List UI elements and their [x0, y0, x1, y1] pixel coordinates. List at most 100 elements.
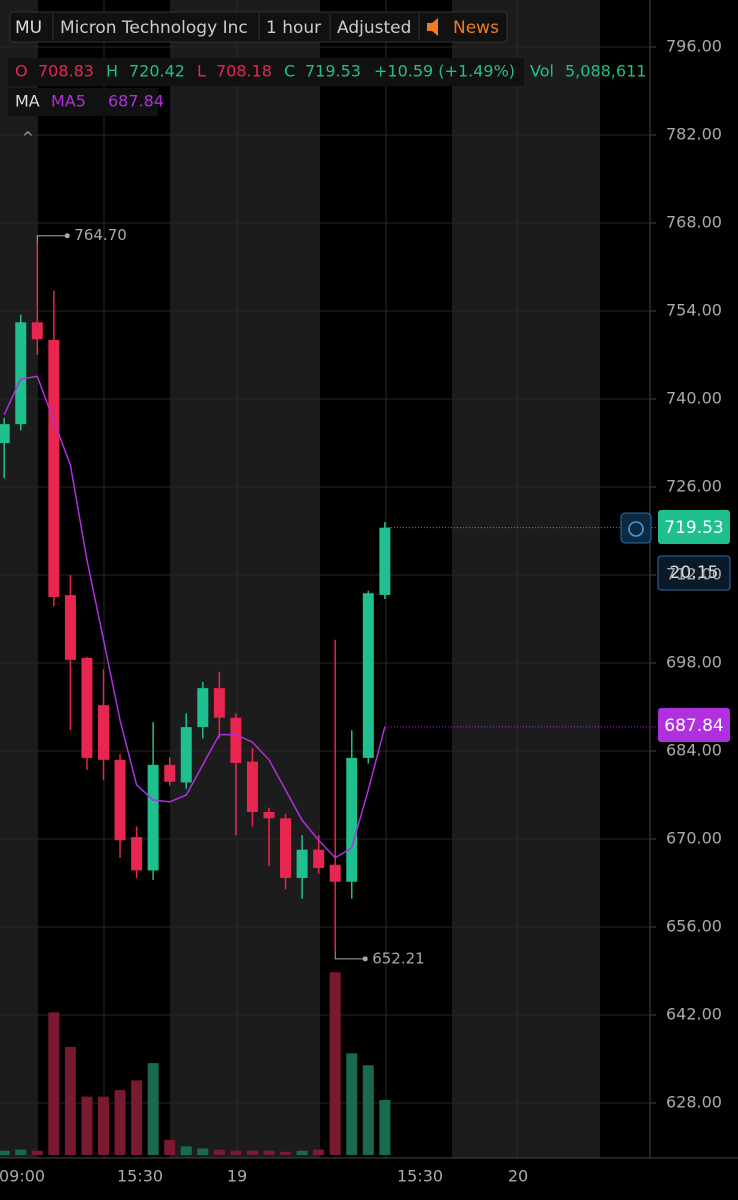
annotation-dot — [362, 956, 368, 962]
o-label: O — [15, 62, 28, 81]
session-band — [0, 0, 38, 1158]
y-tick-label: 670.00 — [666, 828, 722, 847]
price-tag-label: 719.53 — [664, 518, 723, 538]
volume-bar — [98, 1096, 109, 1155]
price-tag — [658, 510, 730, 544]
volume-bar — [31, 1150, 43, 1155]
y-tick-label: 782.00 — [666, 124, 722, 143]
candle-body — [48, 339, 60, 597]
x-tick-label: 19 — [227, 1167, 247, 1186]
volume-bar — [379, 1100, 391, 1155]
volume-bar — [131, 1080, 143, 1155]
session-band — [170, 0, 320, 1158]
interval[interactable]: 1 hour — [266, 18, 321, 38]
x-tick-label: 15:30 — [117, 1167, 163, 1186]
l-label: L — [197, 62, 206, 81]
open-value: 708.83 — [38, 62, 94, 81]
high-value: 720.42 — [129, 62, 185, 81]
session-band — [452, 0, 600, 1158]
adjustment[interactable]: Adjusted — [337, 18, 411, 38]
candle-body — [98, 705, 109, 760]
annotation-leader — [334, 950, 366, 960]
ma-name: MA5 — [51, 92, 86, 111]
annotation-label: 764.70 — [74, 226, 127, 244]
volume-bar — [180, 1146, 192, 1155]
candle-body — [313, 849, 325, 868]
candle-body — [15, 322, 27, 425]
candle-body — [197, 688, 209, 728]
ma-value: 687.84 — [108, 92, 164, 111]
candle-body — [263, 811, 275, 819]
volume-bar — [64, 1046, 76, 1155]
collapse[interactable]: ^ — [22, 130, 34, 146]
volume-bar — [313, 1149, 325, 1155]
ma-box — [8, 88, 158, 116]
y-tick-label: 726.00 — [666, 476, 722, 495]
x-tick-label: 20 — [508, 1167, 528, 1186]
candle-body — [362, 593, 374, 758]
low-value: 708.18 — [216, 62, 272, 81]
volume-bar — [48, 1012, 60, 1155]
candle-body — [31, 322, 43, 340]
annotation-leader — [36, 235, 68, 244]
volume-bar — [362, 1065, 374, 1155]
volume-bar — [346, 1053, 358, 1155]
timer-button[interactable] — [620, 512, 652, 544]
news[interactable]: News — [453, 18, 499, 38]
h-label: H — [106, 62, 118, 81]
countdown-box — [657, 555, 731, 591]
close-value: 719.53 — [305, 62, 361, 81]
x-tick-label: 15:30 — [397, 1167, 443, 1186]
volume-bar — [280, 1151, 292, 1155]
volume-bar — [230, 1150, 242, 1155]
volume-bar — [81, 1096, 93, 1155]
candle-body — [230, 717, 242, 763]
y-tick-label: 740.00 — [666, 388, 722, 407]
volume-bar — [296, 1150, 308, 1155]
volume-bar — [197, 1148, 209, 1155]
volume-bar — [15, 1149, 27, 1155]
y-tick-label: 754.00 — [666, 300, 722, 319]
plot: 764.70 652.21 — [0, 46, 658, 1155]
y-tick-label: 656.00 — [666, 916, 722, 935]
y-tick-label: 698.00 — [666, 652, 722, 671]
vol-label: Vol — [530, 62, 554, 81]
y-tick-label: 628.00 — [666, 1092, 722, 1111]
y-tick-label: 684.00 — [666, 740, 722, 759]
candle-body — [213, 688, 225, 718]
volume-bar — [246, 1150, 258, 1155]
volume-bar — [263, 1150, 275, 1155]
y-tick-label: 712.00 — [666, 564, 722, 583]
countdown: 20:15 — [670, 563, 719, 583]
volume-bar — [114, 1090, 126, 1155]
volume-bar — [213, 1149, 225, 1155]
candle-body — [180, 727, 192, 783]
c-label: C — [284, 62, 295, 81]
volume-bar — [0, 1150, 10, 1155]
candle-body — [379, 527, 391, 595]
volume-value: 5,088,611 — [565, 62, 646, 81]
symbol[interactable]: MU — [15, 18, 42, 38]
company[interactable]: Micron Technology Inc — [60, 18, 248, 38]
y-tick-label: 642.00 — [666, 1004, 722, 1023]
ma-tag — [658, 708, 730, 742]
annotation-label: 652.21 — [372, 949, 425, 967]
y-tick-label: 796.00 — [666, 37, 722, 56]
volume-bar — [329, 972, 341, 1155]
candle-body — [131, 837, 143, 871]
volume-bar — [147, 1063, 159, 1155]
annotation-dot — [64, 233, 70, 239]
timer-icon — [628, 521, 644, 537]
candle-body — [246, 761, 258, 812]
ohlc-box — [8, 58, 524, 86]
y-tick-label: 768.00 — [666, 212, 722, 231]
candle-body — [346, 757, 358, 882]
ma-line — [3, 375, 386, 859]
x-tick-label: 09:00 — [0, 1167, 45, 1186]
candle-body — [296, 849, 308, 878]
ma-tag-label: 687.84 — [664, 716, 723, 736]
candle-body — [147, 764, 159, 871]
candle-body — [114, 759, 126, 841]
candle-body — [329, 864, 341, 882]
